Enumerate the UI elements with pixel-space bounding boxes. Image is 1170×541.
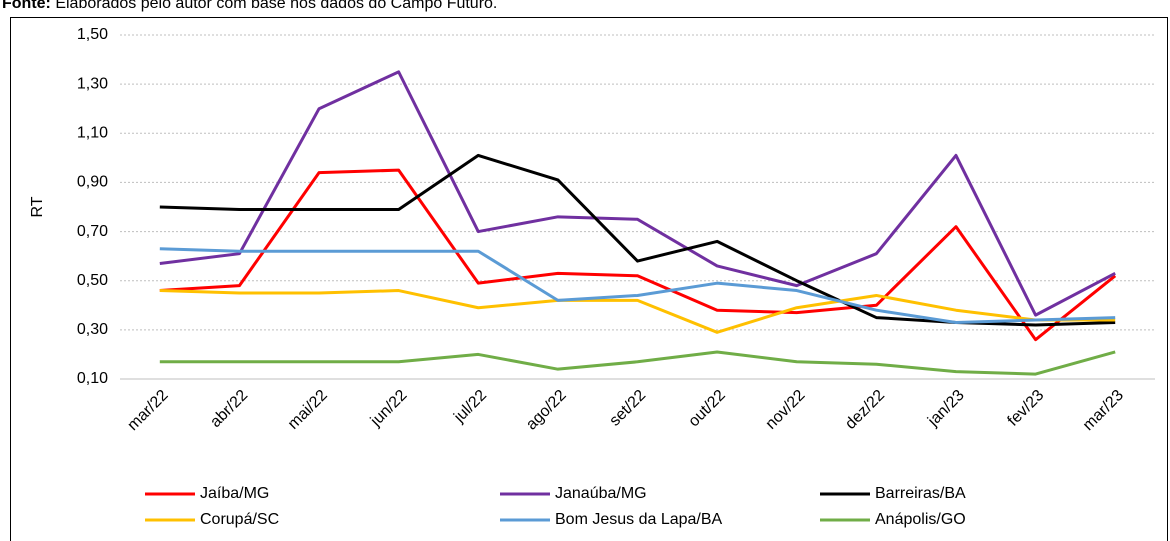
series-line	[159, 70, 1116, 317]
x-tick-label: nov/22	[763, 387, 809, 433]
x-tick-label: abr/22	[207, 387, 251, 431]
chart-frame	[10, 17, 1168, 541]
y-tick-label: 0,90	[77, 174, 108, 191]
source-label: Fonte:	[2, 0, 51, 12]
x-tick-label: jul/22	[450, 387, 490, 427]
source: Fonte: Elaborados pelo autor com base no…	[2, 0, 497, 12]
y-tick-label: 0,30	[77, 321, 108, 338]
x-tick-label: mar/23	[1080, 387, 1127, 434]
x-tick-label: mar/22	[124, 387, 171, 434]
x-tick-label: dez/22	[842, 387, 888, 433]
x-tick-label: ago/22	[523, 387, 570, 434]
legend-label: Barreiras/BA	[875, 485, 966, 502]
y-tick-label: 0,50	[77, 272, 108, 289]
legend-label: Bom Jesus da Lapa/BA	[555, 511, 723, 528]
x-tick-label: fev/23	[1005, 387, 1048, 430]
y-tick-label: 1,50	[77, 26, 108, 43]
legend-label: Jaíba/MG	[200, 485, 269, 502]
y-tick-label: 0,10	[77, 370, 108, 387]
y-tick-label: 0,70	[77, 223, 108, 240]
x-tick-label: jun/22	[367, 387, 411, 431]
legend-label: Janaúba/MG	[555, 485, 647, 502]
series-line	[159, 350, 1116, 376]
legend-label: Anápolis/GO	[875, 511, 966, 528]
y-tick-label: 1,30	[77, 75, 108, 92]
legend-label: Corupá/SC	[200, 511, 279, 528]
series-line	[159, 289, 1116, 334]
x-tick-label: out/22	[685, 387, 729, 431]
series-line	[159, 247, 1116, 324]
source-text: Elaborados pelo autor com base nos dados…	[55, 0, 497, 12]
x-tick-label: mai/22	[285, 387, 331, 433]
y-axis-label: RT	[29, 196, 46, 217]
x-tick-label: set/22	[606, 387, 649, 430]
series-line	[159, 168, 1117, 342]
x-tick-label: jan/23	[924, 387, 968, 431]
y-tick-label: 1,10	[77, 125, 108, 142]
